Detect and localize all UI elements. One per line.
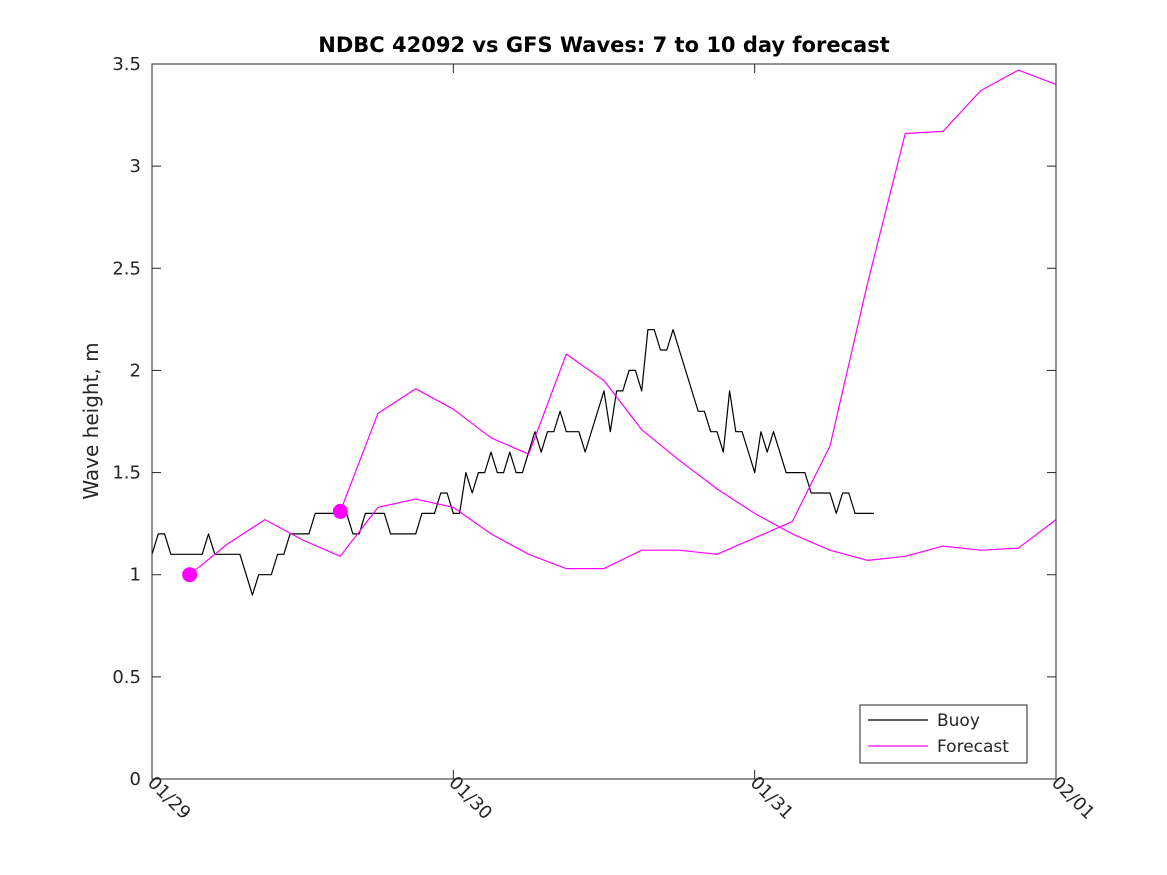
series-line-forecast (339, 353, 1057, 562)
legend-label-forecast: Forecast (937, 737, 1009, 757)
y-tick-label: 2 (130, 360, 141, 381)
series-line-buoy (151, 329, 874, 596)
y-tick-label: 1.5 (112, 463, 141, 484)
chart-title: NDBC 42092 vs GFS Waves: 7 to 10 day for… (318, 33, 889, 57)
plot-area (152, 64, 1056, 779)
y-tick-label: 3.5 (112, 54, 141, 75)
series-layer (151, 69, 1057, 596)
legend-label-buoy: Buoy (937, 711, 980, 731)
y-tick-label: 2.5 (112, 258, 141, 279)
y-tick-label: 0 (130, 769, 141, 790)
axes-box (151, 63, 1057, 780)
y-tick-label: 1 (130, 565, 141, 586)
series-marker-forecast (332, 503, 348, 519)
legend-box (859, 704, 1028, 764)
series-line-forecast (189, 69, 1057, 576)
series-marker-forecast (182, 567, 198, 583)
legend: Buoy Forecast (859, 704, 1028, 764)
y-tick-label: 3 (130, 156, 141, 177)
y-axis-label: Wave height, m (79, 342, 103, 499)
y-tick-label: 0.5 (112, 667, 141, 688)
